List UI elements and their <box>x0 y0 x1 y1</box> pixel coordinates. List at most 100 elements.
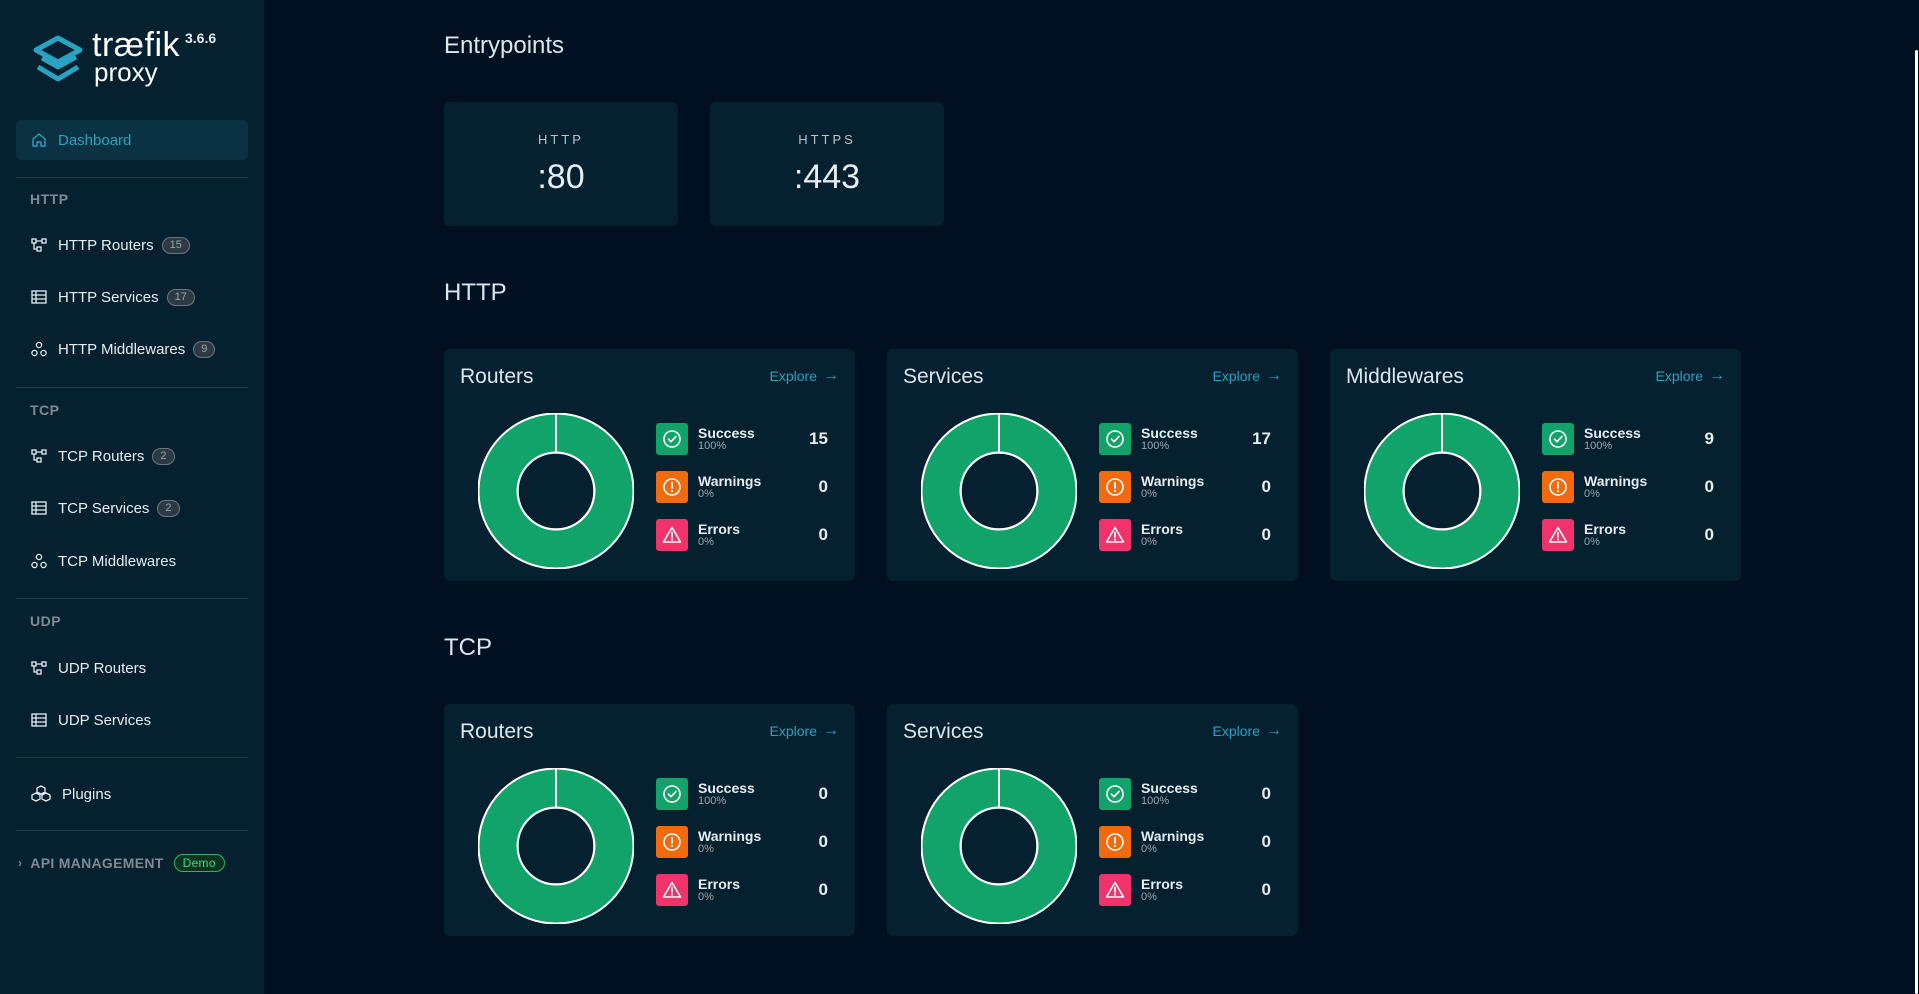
stat-success: Success 100% 0 <box>1099 778 1283 810</box>
stat-label: Success <box>698 780 755 796</box>
stat-count: 0 <box>1261 477 1271 496</box>
stat-label: Warnings <box>1584 473 1648 489</box>
card-title: Routers <box>460 365 534 388</box>
stat-label: Warnings <box>698 828 762 844</box>
alert-triangle-icon <box>656 874 688 906</box>
stat-percent: 0% <box>698 488 714 500</box>
stat-warnings: Warnings 0% 0 <box>1542 471 1726 503</box>
api-management-label: API MANAGEMENT <box>30 855 164 871</box>
count-badge: 9 <box>193 340 216 358</box>
stat-percent: 0% <box>1141 488 1157 500</box>
sidebar-item-label: HTTP Routers <box>58 236 154 254</box>
stat-percent: 0% <box>1584 536 1600 548</box>
sidebar-item-tcp-routers[interactable]: TCP Routers 2 <box>16 436 248 476</box>
middleware-icon <box>30 340 48 358</box>
sidebar-item-dashboard[interactable]: Dashboard <box>16 120 248 160</box>
sidebar-item-label: Plugins <box>62 785 112 803</box>
stat-count: 0 <box>818 477 828 496</box>
stat-count: 15 <box>809 429 828 448</box>
donut-hole <box>517 807 595 885</box>
stat-count: 0 <box>818 832 828 851</box>
alert-triangle-icon <box>1099 519 1131 551</box>
plugins-icon <box>30 785 52 803</box>
api-management-toggle[interactable]: › API MANAGEMENT Demo <box>18 854 225 872</box>
tcp-routers-card: Routers Explore → Success 100% 0 Warnings 0% 0 Er… <box>444 704 855 936</box>
check-circle-icon <box>1099 778 1131 810</box>
services-icon <box>30 288 48 306</box>
arrow-right-icon: → <box>1266 367 1282 384</box>
logo-subtitle: proxy <box>94 57 158 87</box>
stat-label: Errors <box>1584 521 1627 537</box>
entrypoint-name: HTTP <box>538 132 584 147</box>
stat-count: 0 <box>1261 880 1271 899</box>
alert-circle-icon <box>1542 471 1574 503</box>
explore-link[interactable]: Explore → <box>1213 722 1282 740</box>
stat-label: Warnings <box>698 473 762 489</box>
entrypoint-port: :80 <box>537 158 585 196</box>
sidebar-item-udp-services[interactable]: UDP Services <box>16 700 248 740</box>
stat-label: Success <box>698 425 755 441</box>
count-badge: 15 <box>161 236 190 254</box>
logo-wordmark: træfik <box>92 26 180 64</box>
stat-warnings: Warnings 0% 0 <box>656 826 840 858</box>
count-badge: 2 <box>157 499 180 517</box>
sidebar-item-http-services[interactable]: HTTP Services 17 <box>16 277 248 317</box>
http-routers-card: Routers Explore → Success 100% 15 Warnings 0% 0 E… <box>444 349 855 581</box>
count-badge: 17 <box>166 288 195 306</box>
section-title-tcp: TCP <box>30 402 60 418</box>
divider <box>16 387 248 388</box>
demo-badge: Demo <box>173 854 225 872</box>
stat-label: Success <box>1141 425 1198 441</box>
stat-count: 17 <box>1252 429 1271 448</box>
http-middlewares-card: Middlewares Explore → Success 100% 9 Warnings 0… <box>1330 349 1741 581</box>
divider <box>16 177 248 178</box>
scrollbar[interactable] <box>1915 50 1918 994</box>
router-icon <box>30 236 48 254</box>
stat-label: Errors <box>698 876 741 892</box>
stat-count: 0 <box>1704 525 1714 544</box>
stat-percent: 0% <box>1141 891 1157 903</box>
stat-label: Warnings <box>1141 828 1205 844</box>
check-circle-icon <box>1099 423 1131 455</box>
stat-errors: Errors 0% 0 <box>1099 874 1283 906</box>
alert-triangle-icon <box>1542 519 1574 551</box>
sidebar-item-udp-routers[interactable]: UDP Routers <box>16 648 248 688</box>
explore-link[interactable]: Explore → <box>1213 367 1282 385</box>
card-title: Middlewares <box>1346 365 1464 388</box>
section-title-udp: UDP <box>30 613 62 629</box>
home-icon <box>30 131 48 149</box>
card-title: Routers <box>460 720 534 743</box>
status-donut-chart <box>478 768 634 924</box>
check-circle-icon <box>656 778 688 810</box>
traefik-logo[interactable]: træfik proxy 3.6.6 <box>32 26 232 90</box>
sidebar-item-tcp-middlewares[interactable]: TCP Middlewares <box>16 541 248 581</box>
stat-label: Success <box>1584 425 1641 441</box>
sidebar-item-tcp-services[interactable]: TCP Services 2 <box>16 488 248 528</box>
sidebar-item-label: TCP Routers <box>58 447 145 465</box>
stat-errors: Errors 0% 0 <box>1542 519 1726 551</box>
explore-label: Explore <box>1655 368 1703 384</box>
services-icon <box>30 499 48 517</box>
services-icon <box>30 711 48 729</box>
sidebar-item-label: UDP Routers <box>58 659 147 677</box>
donut-hole <box>960 452 1038 530</box>
stat-success: Success 100% 0 <box>656 778 840 810</box>
sidebar-item-label: HTTP Services <box>58 288 159 306</box>
stat-percent: 100% <box>1141 440 1170 452</box>
donut-hole <box>517 452 595 530</box>
sidebar-item-http-middlewares[interactable]: HTTP Middlewares 9 <box>16 329 248 369</box>
alert-circle-icon <box>656 826 688 858</box>
stat-label: Success <box>1141 780 1198 796</box>
arrow-right-icon: → <box>823 722 839 739</box>
explore-link[interactable]: Explore → <box>770 367 839 385</box>
stat-count: 0 <box>818 784 828 803</box>
section-title-http: HTTP <box>30 191 69 207</box>
sidebar-item-label: TCP Middlewares <box>58 552 177 570</box>
sidebar-item-plugins[interactable]: Plugins <box>16 774 248 814</box>
sidebar-item-http-routers[interactable]: HTTP Routers 15 <box>16 225 248 265</box>
stat-errors: Errors 0% 0 <box>656 874 840 906</box>
explore-link[interactable]: Explore → <box>1656 367 1725 385</box>
entrypoint-name: HTTPS <box>798 132 856 147</box>
explore-link[interactable]: Explore → <box>770 722 839 740</box>
stat-success: Success 100% 17 <box>1099 423 1283 455</box>
